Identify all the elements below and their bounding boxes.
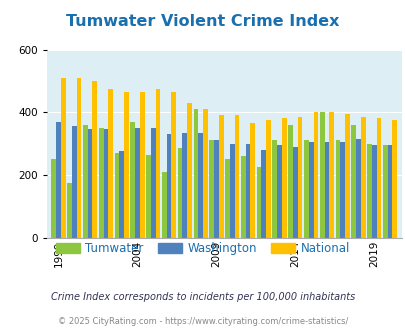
Bar xyxy=(103,129,108,238)
Bar xyxy=(92,81,97,238)
Bar xyxy=(135,128,139,238)
Text: Tumwater Violent Crime Index: Tumwater Violent Crime Index xyxy=(66,14,339,29)
Text: © 2025 CityRating.com - https://www.cityrating.com/crime-statistics/: © 2025 CityRating.com - https://www.city… xyxy=(58,317,347,326)
Bar xyxy=(371,145,376,238)
Bar xyxy=(202,109,207,238)
Bar xyxy=(67,183,72,238)
Bar xyxy=(360,117,365,238)
Bar xyxy=(56,121,61,238)
Bar xyxy=(171,92,176,238)
Bar xyxy=(351,125,355,238)
Bar xyxy=(288,125,292,238)
Bar xyxy=(146,154,151,238)
Bar xyxy=(51,159,56,238)
Bar xyxy=(198,133,202,238)
Bar xyxy=(229,144,234,238)
Bar xyxy=(250,123,254,238)
Bar xyxy=(245,144,250,238)
Bar xyxy=(87,129,92,238)
Bar xyxy=(218,115,223,238)
Bar xyxy=(292,147,297,238)
Bar xyxy=(177,148,182,238)
Bar xyxy=(155,89,160,238)
Bar xyxy=(382,145,387,238)
Bar xyxy=(77,78,81,238)
Bar xyxy=(328,112,333,238)
Bar xyxy=(281,118,286,238)
Bar xyxy=(355,139,360,238)
Bar xyxy=(130,121,135,238)
Bar xyxy=(193,109,198,238)
Bar xyxy=(119,151,124,238)
Bar xyxy=(303,141,308,238)
Bar xyxy=(224,159,229,238)
Bar xyxy=(108,89,113,238)
Bar xyxy=(313,112,318,238)
Bar xyxy=(344,114,349,238)
Bar xyxy=(272,141,277,238)
Bar xyxy=(209,141,213,238)
Legend: Tumwater, Washington, National: Tumwater, Washington, National xyxy=(51,237,354,260)
Bar xyxy=(240,156,245,238)
Bar xyxy=(182,133,187,238)
Bar xyxy=(308,142,313,238)
Bar xyxy=(187,103,192,238)
Bar xyxy=(392,120,396,238)
Bar xyxy=(324,142,328,238)
Bar xyxy=(319,112,324,238)
Text: Crime Index corresponds to incidents per 100,000 inhabitants: Crime Index corresponds to incidents per… xyxy=(51,292,354,302)
Bar xyxy=(339,142,344,238)
Bar xyxy=(139,92,144,238)
Bar xyxy=(166,134,171,238)
Bar xyxy=(162,172,166,238)
Bar xyxy=(98,128,103,238)
Bar xyxy=(335,141,339,238)
Bar xyxy=(83,125,87,238)
Bar xyxy=(213,141,218,238)
Bar xyxy=(61,78,66,238)
Bar xyxy=(114,153,119,238)
Bar xyxy=(72,126,77,238)
Bar xyxy=(387,145,392,238)
Bar xyxy=(297,117,302,238)
Bar xyxy=(261,150,266,238)
Bar xyxy=(266,120,270,238)
Bar xyxy=(376,118,380,238)
Bar xyxy=(151,128,155,238)
Bar xyxy=(234,115,239,238)
Bar xyxy=(256,167,261,238)
Bar xyxy=(124,92,128,238)
Bar xyxy=(366,144,371,238)
Bar xyxy=(277,145,281,238)
